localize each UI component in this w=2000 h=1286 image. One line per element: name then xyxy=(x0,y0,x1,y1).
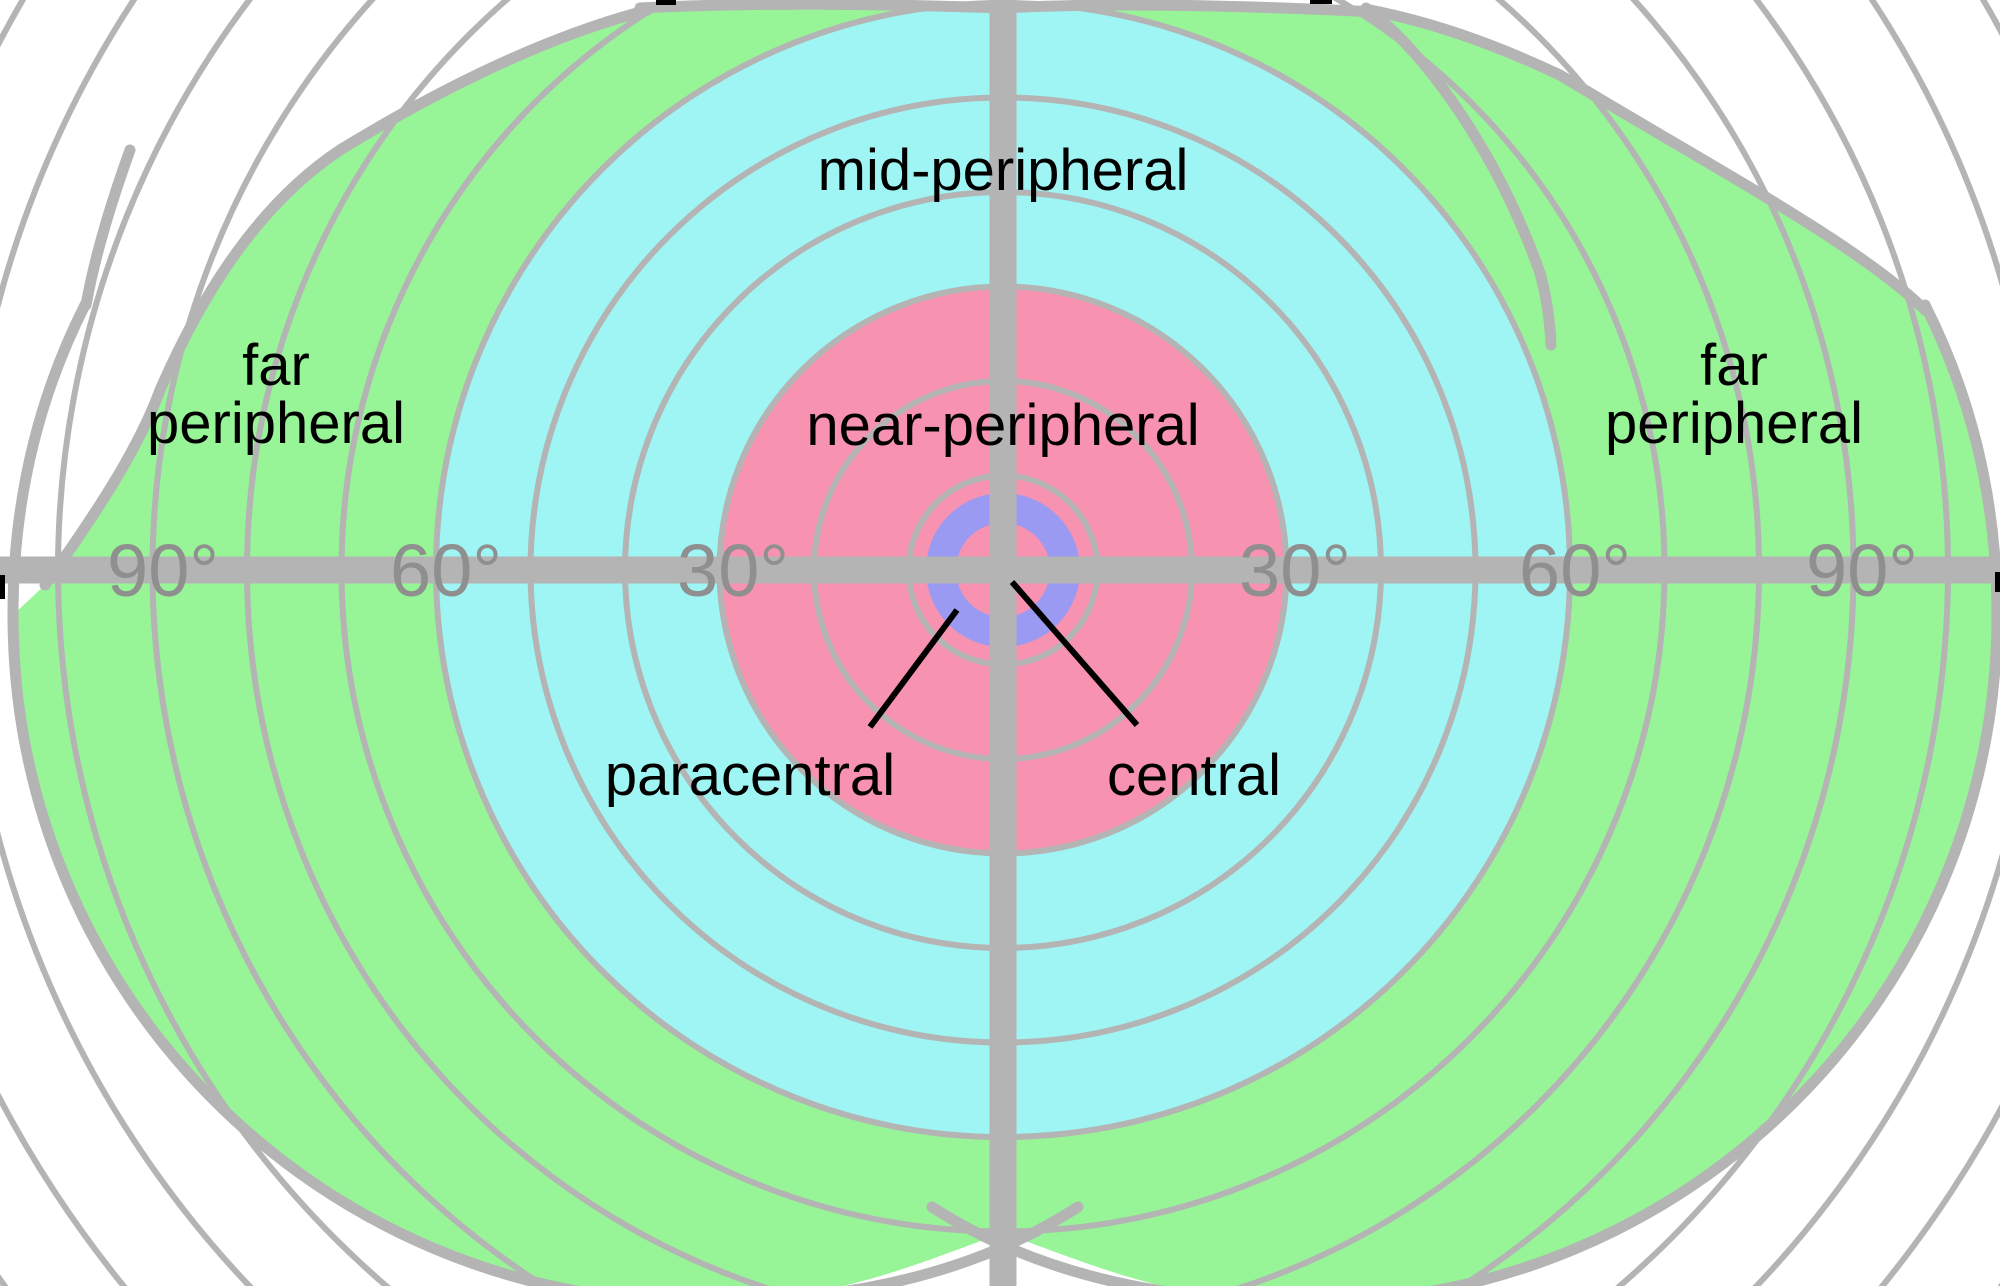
tick-90-left: 90° xyxy=(107,529,219,612)
paracentral-pointer-line xyxy=(867,608,960,729)
field-outline xyxy=(7,0,2000,1286)
region-labels: mid-peripheral near-peripheral far perip… xyxy=(147,138,1863,808)
top-left-cut-mark xyxy=(656,0,676,5)
callout-lines xyxy=(867,580,1140,729)
right-axis-cut-mark xyxy=(1995,572,2000,592)
label-far-right-line2: peripheral xyxy=(1605,391,1863,456)
edge-cut-marks xyxy=(0,0,2000,599)
tick-30-right: 30° xyxy=(1239,529,1351,612)
tick-30-left: 30° xyxy=(677,529,789,612)
tick-60-left: 60° xyxy=(390,529,502,612)
label-paracentral: paracentral xyxy=(605,743,895,808)
tick-90-right: 90° xyxy=(1806,529,1918,612)
central-pointer-line xyxy=(1009,580,1140,727)
label-far-left-line2: peripheral xyxy=(147,391,405,456)
left-axis-cut-mark xyxy=(0,575,5,599)
label-mid-peripheral: mid-peripheral xyxy=(818,138,1189,203)
label-far-right-line1: far xyxy=(1700,333,1768,398)
label-central: central xyxy=(1107,743,1281,808)
top-right-cut-mark xyxy=(1310,0,1332,4)
degree-labels: 90° 60° 30° 30° 60° 90° xyxy=(107,529,1918,612)
label-far-left-line1: far xyxy=(242,333,310,398)
tick-60-right: 60° xyxy=(1519,529,1631,612)
label-near-peripheral: near-peripheral xyxy=(806,393,1199,458)
